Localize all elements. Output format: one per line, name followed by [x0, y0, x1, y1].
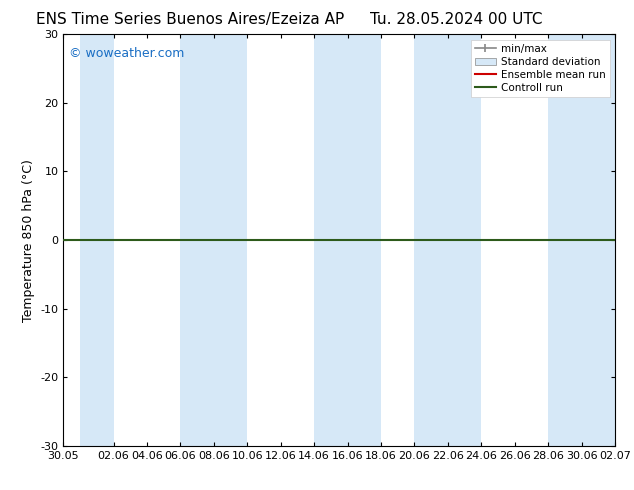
- Text: Tu. 28.05.2024 00 UTC: Tu. 28.05.2024 00 UTC: [370, 12, 543, 27]
- Bar: [415, 34, 481, 446]
- Bar: [548, 34, 615, 446]
- Bar: [80, 34, 113, 446]
- Text: © woweather.com: © woweather.com: [69, 47, 184, 60]
- Bar: [314, 34, 381, 446]
- Text: ENS Time Series Buenos Aires/Ezeiza AP: ENS Time Series Buenos Aires/Ezeiza AP: [36, 12, 344, 27]
- Bar: [181, 34, 247, 446]
- Legend: min/max, Standard deviation, Ensemble mean run, Controll run: min/max, Standard deviation, Ensemble me…: [470, 40, 610, 97]
- Y-axis label: Temperature 850 hPa (°C): Temperature 850 hPa (°C): [22, 159, 35, 321]
